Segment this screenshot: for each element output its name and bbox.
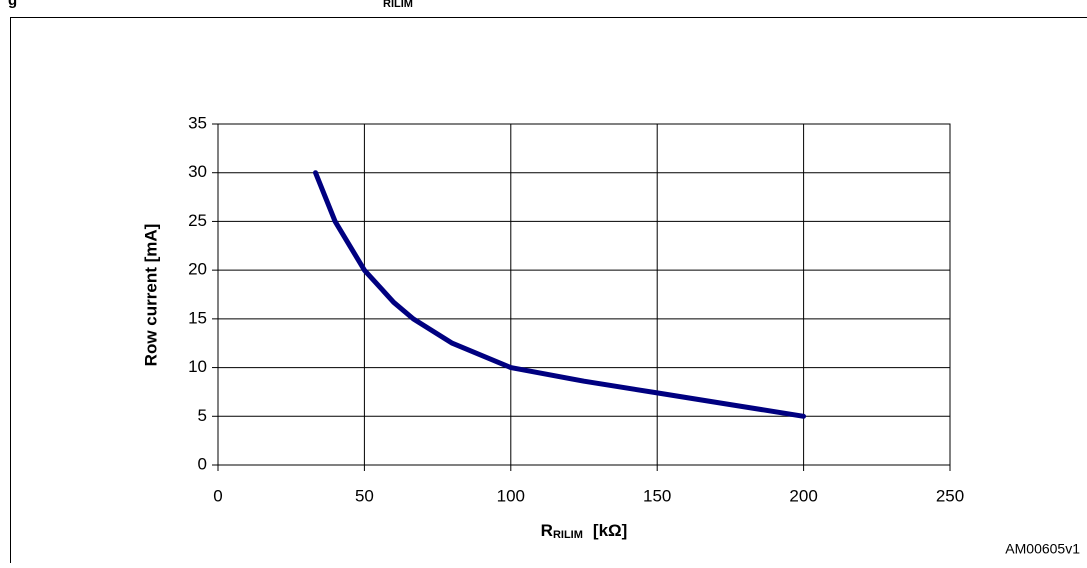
y-tick-label: 30 bbox=[188, 162, 207, 181]
caption-fragment: RILIM bbox=[383, 0, 413, 10]
x-tick-label: 100 bbox=[497, 486, 525, 505]
y-tick-label: 25 bbox=[188, 211, 207, 230]
y-axis-label: Row current [mA] bbox=[141, 224, 160, 367]
frame bbox=[11, 18, 1087, 564]
x-label-main: R bbox=[541, 521, 553, 540]
y-tick-label: 20 bbox=[188, 260, 207, 279]
y-tick-label: 10 bbox=[188, 357, 207, 376]
x-axis-label: RRILIM [kΩ] bbox=[541, 521, 628, 540]
plot-border bbox=[218, 124, 950, 465]
x-tick-label: 0 bbox=[213, 486, 222, 505]
data-line bbox=[316, 173, 804, 417]
y-tick-label: 0 bbox=[198, 454, 207, 473]
y-tick-label: 5 bbox=[198, 406, 207, 425]
x-label-unit: [kΩ] bbox=[593, 521, 627, 540]
x-tick-label: 250 bbox=[936, 486, 964, 505]
caption-fragment: g bbox=[8, 0, 17, 9]
y-tick-label: 35 bbox=[188, 113, 207, 132]
x-label-sub: RILIM bbox=[553, 529, 583, 541]
x-tick-label: 50 bbox=[355, 486, 374, 505]
x-tick-label: 150 bbox=[643, 486, 671, 505]
figure-code: AM00605v1 bbox=[1005, 541, 1080, 557]
x-tick-label: 200 bbox=[789, 486, 817, 505]
y-tick-label: 15 bbox=[188, 308, 207, 327]
